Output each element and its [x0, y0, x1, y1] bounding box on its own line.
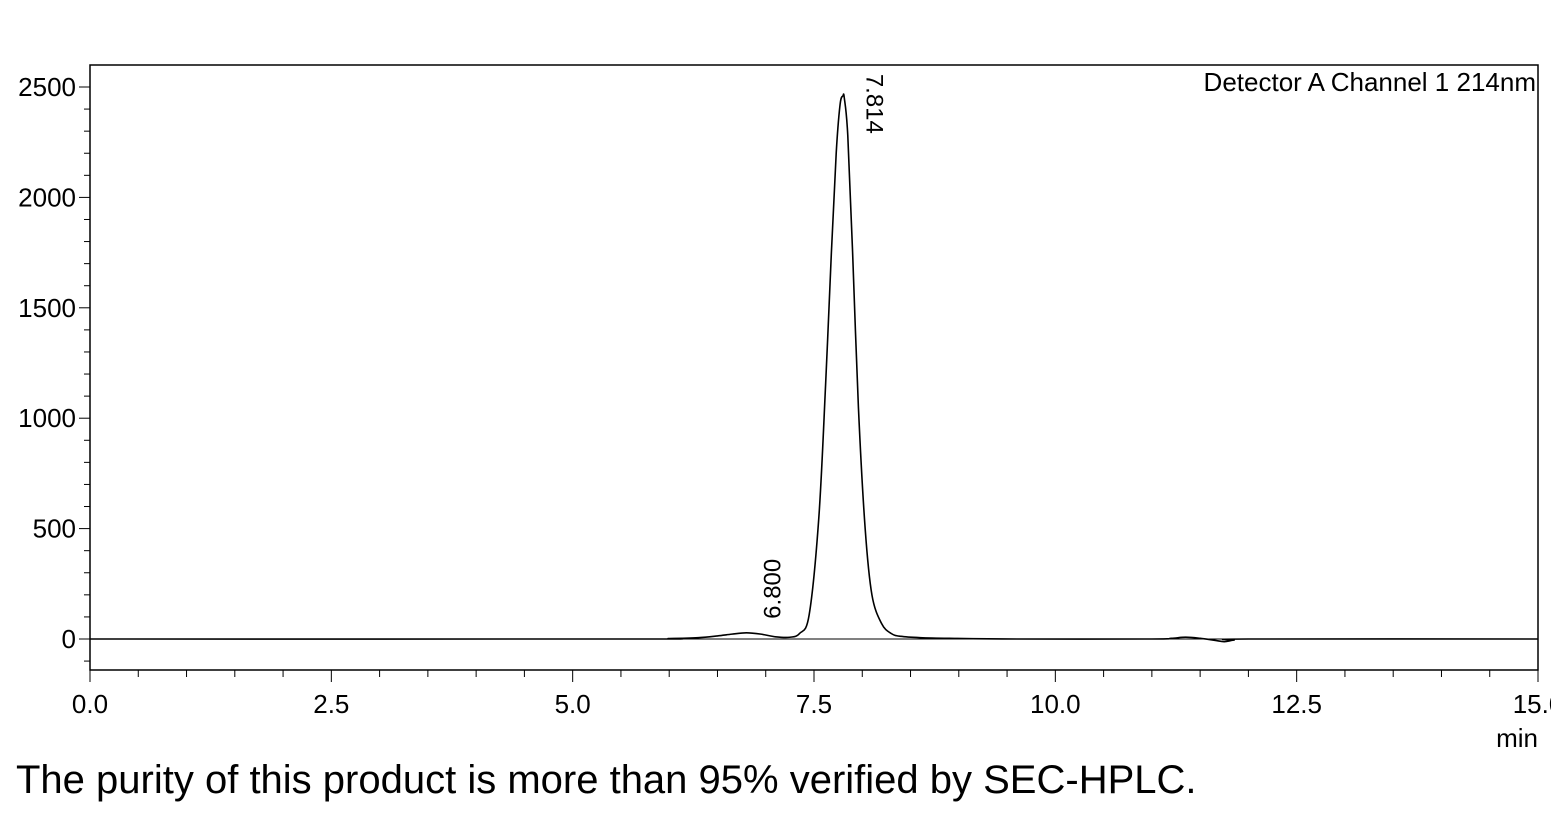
x-tick-label: 7.5	[796, 689, 832, 719]
y-axis-ticks: 0 500 1000 1500 2000 2500	[18, 72, 90, 662]
x-tick-label: 10.0	[1030, 689, 1081, 719]
caption-text: The purity of this product is more than …	[16, 758, 1197, 802]
x-tick-label: 15.0	[1513, 689, 1551, 719]
peak-labels: 6.800 7.814	[759, 74, 887, 619]
peak-label: 6.800	[759, 559, 786, 619]
series-trace	[89, 93, 1539, 643]
legend-label: Detector A Channel 1 214nm	[1204, 67, 1536, 97]
y-tick-label: 0	[62, 624, 76, 654]
y-tick-label: 2500	[18, 72, 76, 102]
x-axis-label: min	[1496, 723, 1538, 753]
x-tick-label: 2.5	[313, 689, 349, 719]
y-tick-label: 1000	[18, 403, 76, 433]
x-tick-label: 12.5	[1271, 689, 1322, 719]
x-tick-label: 0.0	[72, 689, 108, 719]
x-axis-ticks: 0.0 2.5 5.0 7.5 10.0 12.5 15.0	[72, 670, 1551, 719]
y-tick-label: 500	[33, 514, 76, 544]
x-tick-label: 5.0	[555, 689, 591, 719]
y-tick-label: 2000	[18, 182, 76, 212]
y-tick-label: 1500	[18, 293, 76, 323]
peak-label: 7.814	[860, 74, 887, 134]
